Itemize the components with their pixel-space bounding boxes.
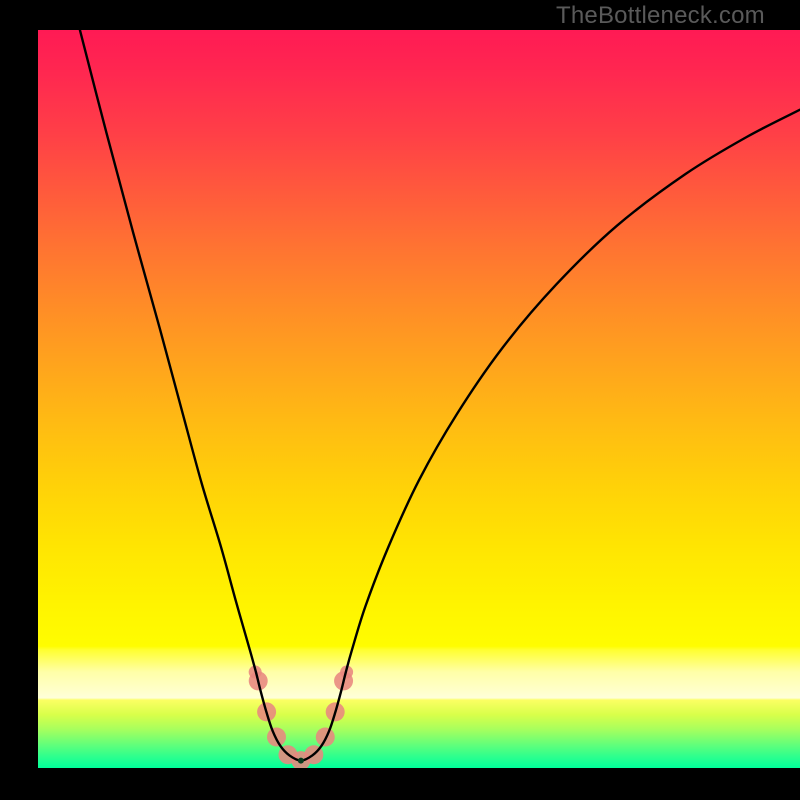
center-dot (298, 758, 304, 764)
bottleneck-curve (80, 30, 800, 761)
plot-area (38, 30, 800, 768)
chart-svg (38, 30, 800, 768)
watermark-text: TheBottleneck.com (556, 2, 765, 30)
markers-group (249, 666, 353, 768)
